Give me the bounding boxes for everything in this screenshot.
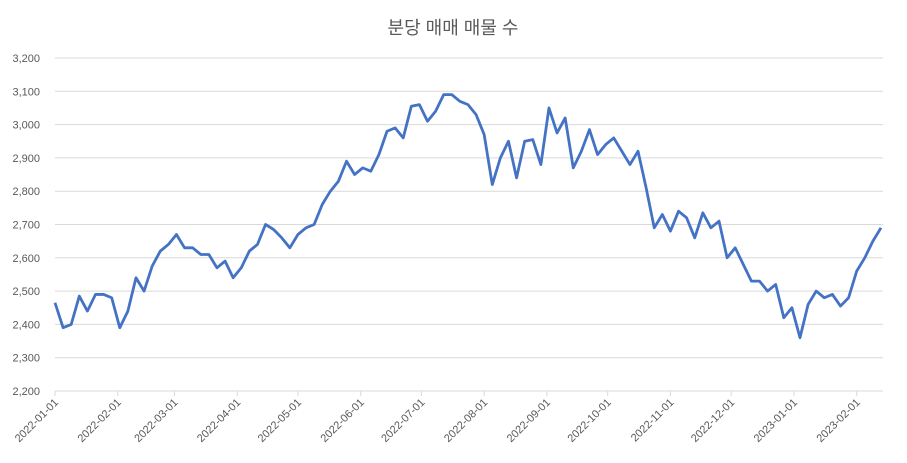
x-tick-label: 2022-02-01 <box>76 397 124 445</box>
x-tick-label: 2022-07-01 <box>379 397 427 445</box>
y-tick-label: 2,600 <box>12 253 40 265</box>
x-tick-label: 2023-01-01 <box>752 397 800 445</box>
x-tick-label: 2022-11-01 <box>629 397 677 445</box>
x-tick-label: 2022-12-01 <box>689 397 737 445</box>
data-line <box>53 93 883 340</box>
y-tick-label: 2,700 <box>12 220 40 232</box>
x-tick-label: 2023-02-01 <box>815 397 863 445</box>
y-tick-label: 3,200 <box>12 53 40 65</box>
x-tick-label: 2022-08-01 <box>442 397 490 445</box>
y-tick-label: 2,900 <box>12 153 40 165</box>
x-tick-label: 2022-04-01 <box>195 397 243 445</box>
x-tick-label: 2022-10-01 <box>566 397 614 445</box>
y-tick-label: 3,100 <box>12 86 40 98</box>
x-tick-label: 2022-06-01 <box>319 397 367 445</box>
x-tick-label: 2022-09-01 <box>505 397 553 445</box>
x-tick-label: 2022-03-01 <box>132 397 180 445</box>
y-tick-label: 3,000 <box>12 120 40 132</box>
chart-title: 분당 매매 매물 수 <box>388 18 519 38</box>
y-tick-label: 2,400 <box>12 319 40 331</box>
y-tick-label: 2,800 <box>12 186 40 198</box>
x-tick-label: 2022-05-01 <box>256 397 304 445</box>
y-tick-label: 2,300 <box>12 353 40 365</box>
y-tick-label: 2,200 <box>12 386 40 398</box>
y-tick-label: 2,500 <box>12 286 40 298</box>
x-tick-label: 2022-01-01 <box>13 397 61 445</box>
